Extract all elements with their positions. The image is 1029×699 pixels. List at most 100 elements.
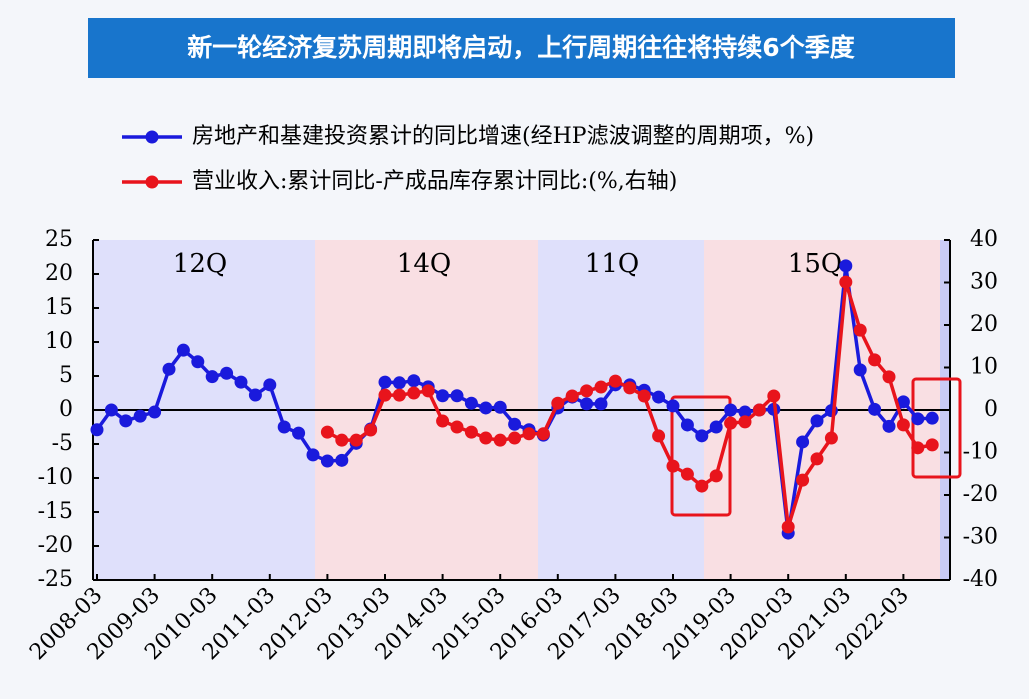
y2-tick-label: 0 [984,397,998,422]
series-marker [248,388,262,402]
series-marker [536,427,550,441]
period-label: 14Q [397,249,451,279]
period-label: 15Q [788,249,842,279]
y2-tick-label: -10 [963,440,998,465]
series-marker [738,415,752,429]
series-marker [925,411,939,425]
series-marker [378,388,392,402]
series-marker [306,448,320,462]
y2-tick-label: 10 [970,355,998,380]
y-tick-label: 5 [59,363,73,388]
series-marker [191,355,205,369]
series-marker [666,399,680,413]
series-marker [263,378,277,392]
series-marker [364,423,378,437]
series-marker [896,395,910,409]
series-marker [623,381,637,395]
series-marker [752,403,766,417]
series-marker [436,414,450,428]
y2-tick-label: -40 [963,567,998,592]
series-marker [839,259,853,273]
series-marker [853,323,867,337]
legend-label: 房地产和基建投资累计的同比增速(经HP滤波调整的周期项，%) [192,124,814,149]
series-marker [724,403,738,417]
series-marker [652,429,666,443]
series-marker [176,343,190,357]
series-marker [392,388,406,402]
series-marker [781,520,795,534]
series-marker [90,423,104,437]
series-marker [508,417,522,431]
series-marker [277,420,291,434]
series-marker [868,402,882,416]
series-marker [767,389,781,403]
series-marker [436,389,450,403]
series-marker [796,473,810,487]
series-marker [378,375,392,389]
series-marker [464,425,478,439]
legend-label: 营业收入:累计同比-产成品库存累计同比:(%,右轴) [192,169,677,194]
series-marker [493,400,507,414]
y-tick-label: 10 [45,329,73,354]
series-marker [608,374,622,388]
series-marker [839,275,853,289]
series-marker [594,380,608,394]
series-marker [148,405,162,419]
chart-title: 新一轮经济复苏周期即将启动，上行周期往往将持续6个季度 [187,33,854,62]
series-marker [868,353,882,367]
series-marker [882,419,896,433]
y-tick-label: -10 [38,465,73,490]
series-marker [565,389,579,403]
series-marker [666,459,680,473]
title-banner [88,18,955,78]
series-marker [119,414,133,428]
series-marker [104,403,118,417]
y2-tick-label: 20 [970,312,998,337]
series-marker [824,431,838,445]
series-marker [796,435,810,449]
y2-tick-label: 30 [970,270,998,295]
series-marker [479,401,493,415]
series-marker [464,396,478,410]
legend-marker [145,175,159,189]
series-marker [680,467,694,481]
series-marker [911,441,925,455]
highlight-box [911,377,962,479]
y-tick-label: 25 [45,227,73,252]
series-marker [450,420,464,434]
y-tick-label: -15 [38,499,73,524]
series-marker [205,370,219,384]
series-marker [738,405,752,419]
y-tick-label: 20 [45,261,73,286]
y-tick-label: 0 [59,397,73,422]
series-marker [882,370,896,384]
series-marker [709,420,723,434]
y2-tick-label: -20 [963,482,998,507]
series-marker [320,425,334,439]
series-marker [580,384,594,398]
series-marker [407,386,421,400]
series-marker [162,362,176,376]
period-label: 11Q [585,249,639,279]
y-tick-label: -20 [38,533,73,558]
series-marker [695,429,709,443]
highlight-box [670,395,732,517]
series-marker [220,366,234,380]
y2-tick-label: 40 [970,227,998,252]
series-marker [234,375,248,389]
series-marker [652,390,666,404]
series-marker [133,409,147,423]
y-tick-label: 15 [45,295,73,320]
series-marker [853,363,867,377]
series-marker [580,397,594,411]
series-marker [320,454,334,468]
legend-marker [145,130,159,144]
series-marker [637,389,651,403]
series-marker [810,414,824,428]
period-label: 12Q [173,249,227,279]
series-marker [479,431,493,445]
series-marker [335,453,349,467]
series-marker [709,469,723,483]
